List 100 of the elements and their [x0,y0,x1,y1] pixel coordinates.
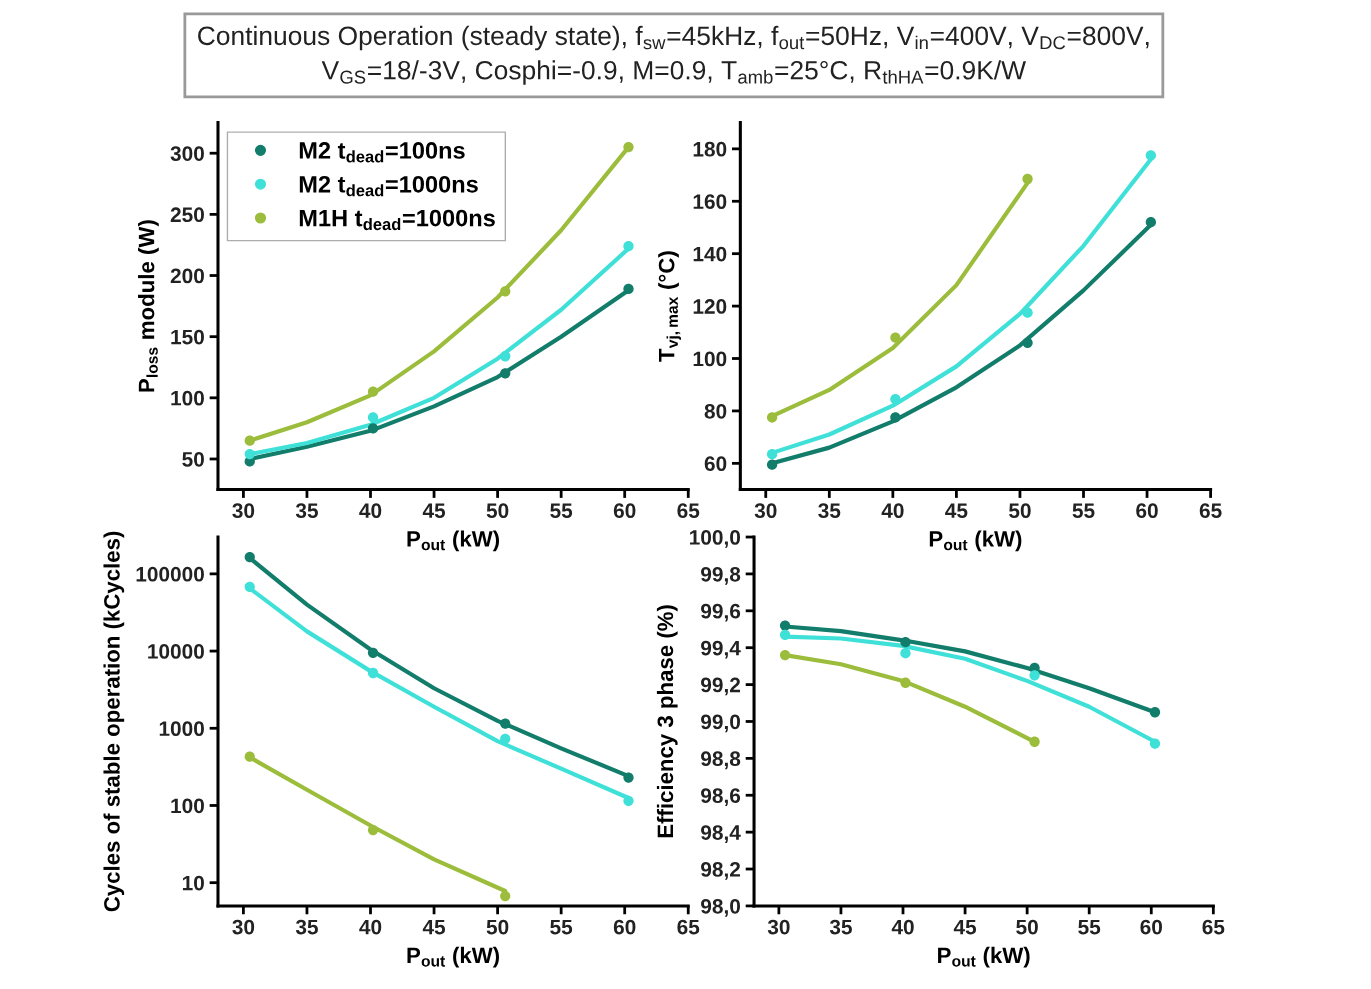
point [500,733,511,744]
x-tick-label: 60 [1140,919,1162,935]
point [500,718,511,729]
y-tick-label: 300 [170,146,204,161]
y-tick-label: 98,4 [701,825,741,843]
y-tick-label: 250 [170,207,204,223]
point [367,824,379,836]
y-tick-label: 1000 [159,721,204,737]
x-tick-label: 45 [422,503,446,519]
point [623,241,634,252]
y-tick-label: 98,8 [701,751,741,770]
x-tick-label: 45 [422,919,446,935]
point [890,393,901,405]
x-tick-label: 35 [295,919,318,935]
y-tick-label: 100 [171,390,204,406]
x-tick-label: 50 [486,919,509,935]
y-tick-label: 200 [170,268,204,284]
y-tick-label: 50 [182,451,204,467]
x-tick-label: 45 [945,503,968,519]
y-tick-label: 98,0 [701,898,741,917]
point [623,772,634,783]
y-axis-title: P$_{loss}$ module (W) [138,220,159,392]
y-tick-label: 10000 [148,644,204,659]
x-tick-label: 30 [232,503,255,519]
point [900,637,911,648]
y-tick-label: 60 [704,456,727,472]
point [1029,670,1040,681]
point [766,459,778,470]
x-tick-label: 50 [486,503,509,519]
x-tick-label: 50 [1009,503,1031,519]
point [244,581,255,592]
point [900,677,911,688]
point [623,795,634,806]
x-tick-label: 65 [677,503,700,519]
point [1149,707,1161,718]
point [890,332,901,343]
point [1145,150,1157,161]
x-tick-label: 60 [613,503,636,519]
x-tick-label: 40 [359,503,382,519]
y-tick-label: 100000 [136,566,204,582]
x-tick-label: 40 [881,503,904,519]
y-tick-label: 100 [693,351,727,367]
y-tick-label: 160 [693,194,727,210]
point [779,620,791,631]
point [890,412,901,423]
x-tick-label: 50 [1016,919,1038,935]
x-tick-label: 30 [232,919,255,935]
point [766,449,778,460]
point [623,283,634,295]
x-axis-title: P$_{out}$ (kW) [929,530,1022,552]
x-tick-label: 35 [818,503,841,519]
x-tick-label: 65 [1202,919,1225,935]
point [244,435,255,446]
y-tick-label: 140 [693,246,727,262]
point [1149,738,1161,749]
x-tick-label: 55 [1072,503,1095,519]
x-tick-label: 30 [767,919,790,935]
x-tick-label: 30 [754,503,777,519]
x-tick-label: 65 [1199,503,1222,519]
point [367,667,379,679]
point [779,629,791,640]
y-tick-label: 99,8 [701,566,741,585]
y-tick-label: 100,0 [690,530,741,548]
y-tick-label: 99,2 [701,677,741,696]
point [1145,217,1157,228]
point [1022,307,1033,318]
y-axis-title: Efficiency 3 phase (%) [656,605,678,838]
y-tick-label: 99,0 [701,714,741,733]
point [500,286,511,297]
x-tick-label: 60 [613,919,636,935]
x-tick-label: 55 [1078,919,1101,935]
y-tick-label: 99,6 [701,603,741,622]
y-tick-label: 10 [182,875,204,891]
x-tick-label: 40 [891,919,914,935]
point [367,412,379,423]
x-axis-title: P$_{out}$ (kW) [407,946,500,968]
point [900,648,911,659]
point [1022,337,1033,348]
x-tick-label: 55 [550,919,573,935]
point [766,412,778,423]
point [244,448,255,460]
legend-label: M2 t$_{dead}$=1000ns [299,175,478,197]
point [623,141,634,153]
x-tick-label: 45 [953,919,977,935]
point [779,649,791,661]
y-axis-title: Cycles of stable operation (kCycles) [103,531,125,912]
point [1022,173,1033,185]
x-axis-title: P$_{out}$ (kW) [938,946,1030,968]
y-tick-label: 99,4 [701,640,741,659]
point [500,890,511,902]
y-tick-label: 80 [704,403,727,419]
point [367,423,379,434]
y-tick-label: 120 [693,299,727,314]
y-tick-label: 150 [171,329,204,345]
x-tick-label: 40 [359,919,382,935]
y-tick-label: 100 [171,798,204,814]
x-axis-title: P$_{out}$ (kW) [407,530,500,552]
point [244,751,255,762]
x-tick-label: 55 [550,503,573,519]
x-tick-label: 65 [677,919,700,935]
